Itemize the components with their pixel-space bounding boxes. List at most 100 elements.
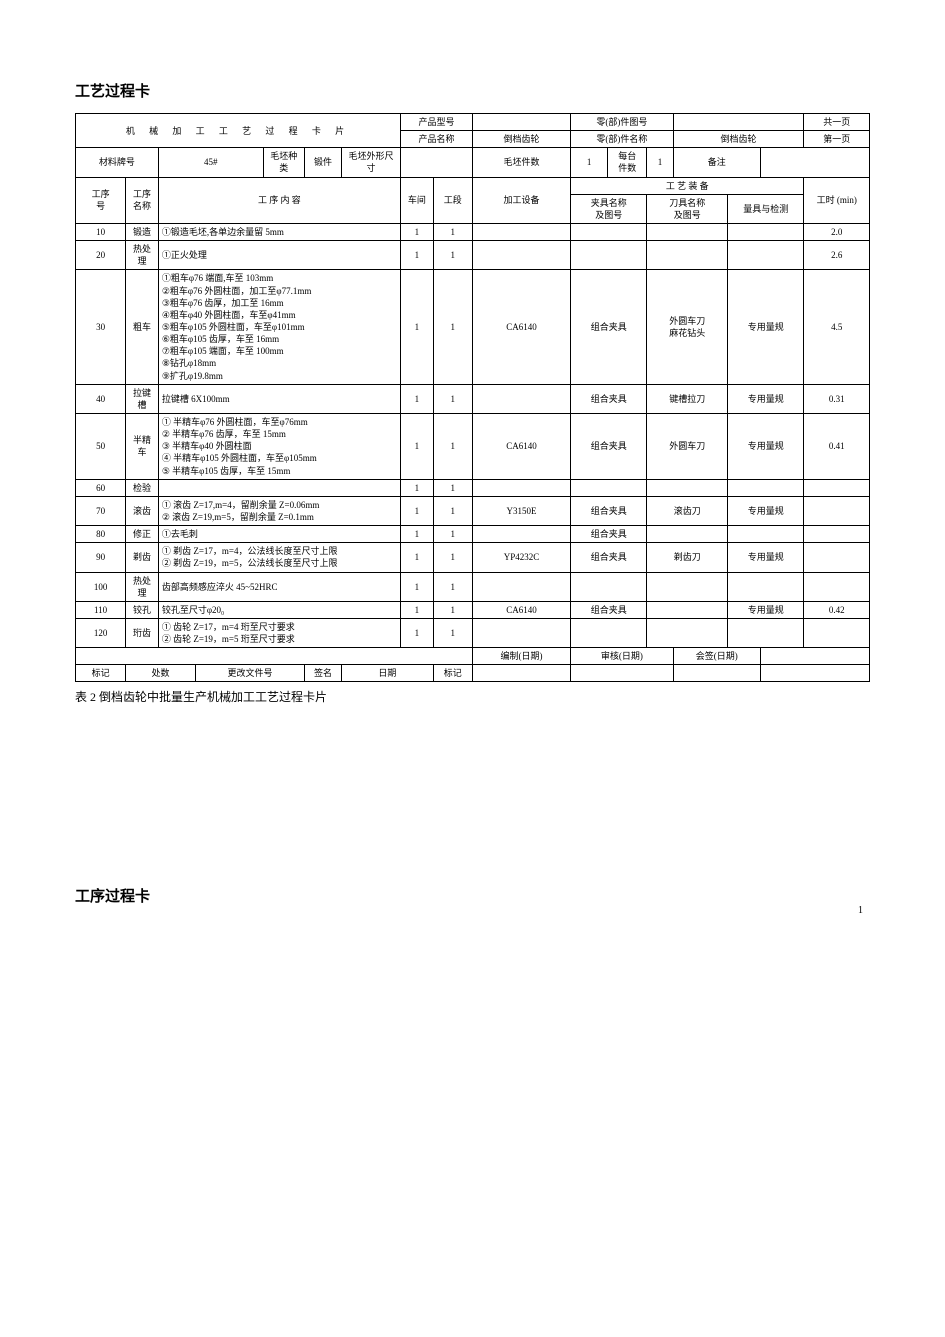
cell: ①锻造毛坯,各单边余量留 5mm [158,223,400,240]
cell: 拉键槽 6X100mm [158,384,400,413]
cell: 1 [400,543,433,572]
page-title: 工艺过程卡 [75,80,870,101]
cell: 1 [433,270,472,384]
cell: 1 [433,384,472,413]
cell: Y3150E [472,496,570,525]
cell [647,572,728,601]
process-row: 10锻造①锻造毛坯,各单边余量留 5mm112.0 [76,223,870,240]
cell: 1 [400,270,433,384]
header-row-1: 机 械 加 工 工 艺 过 程 卡 片 产品型号 零(部)件图号 共一页 [76,114,870,131]
remark-lbl: 备注 [673,148,760,177]
cell: 1 [400,479,433,496]
process-row: 90剃齿① 剃齿 Z=17，m=4，公法线长度至尺寸上限 ② 剃齿 Z=19，m… [76,543,870,572]
cell: 修正 [126,526,159,543]
cell: 1 [400,413,433,479]
signature-lbl: 签名 [304,665,341,682]
cell: 组合夹具 [571,601,647,618]
cell: ①正火处理 [158,241,400,270]
cell: 0.31 [804,384,870,413]
cell [804,618,870,647]
per-unit-val: 1 [647,148,673,177]
cell [647,526,728,543]
cell: 组合夹具 [571,384,647,413]
cell: 珩齿 [126,618,159,647]
cell: CA6140 [472,270,570,384]
cell [647,618,728,647]
cell: 1 [400,572,433,601]
cell: 1 [400,223,433,240]
table-caption: 表 2 倒档齿轮中批量生产机械加工工艺过程卡片 [75,688,870,705]
cell [158,479,400,496]
process-row: 60检验11 [76,479,870,496]
cell [728,526,804,543]
blank-dim-val [400,148,472,177]
process-row: 40拉键槽拉键槽 6X100mm11组合夹具键槽拉刀专用量规0.31 [76,384,870,413]
cell: 1 [433,496,472,525]
header-row-4: 工序 号 工序 名称 工 序 内 容 车间 工段 加工设备 工 艺 装 备 工时… [76,177,870,194]
cell: 1 [433,413,472,479]
cell: 2.6 [804,241,870,270]
blank-dim-lbl: 毛坯外形尺寸 [342,148,401,177]
cell: 1 [433,543,472,572]
cell: 剃齿 [126,543,159,572]
cell [728,618,804,647]
page-number: 1 [858,905,863,916]
cell: ①去毛刺 [158,526,400,543]
fixture-lbl: 夹具名称 及图号 [571,194,647,223]
cell [804,496,870,525]
cell: 1 [400,241,433,270]
cell [472,479,570,496]
equip-lbl: 加工设备 [472,177,570,223]
process-row: 30粗车①粗车φ76 端面,车至 103mm ②粗车φ76 外圆柱面，加工至φ7… [76,270,870,384]
total-page: 共一页 [804,114,870,131]
cell [571,618,647,647]
cell [472,223,570,240]
remark-val [760,148,869,177]
cell: 110 [76,601,126,618]
cell [647,479,728,496]
cell: 1 [433,223,472,240]
change-doc-lbl: 更改文件号 [195,665,304,682]
cell: 20 [76,241,126,270]
cell: ① 齿轮 Z=17，m=4 珩至尺寸要求 ② 齿轮 Z=19，m=5 珩至尺寸要… [158,618,400,647]
cell [804,479,870,496]
cell [472,384,570,413]
process-row: 80修正①去毛刺11组合夹具 [76,526,870,543]
cell [728,241,804,270]
seq-name-lbl: 工序 名称 [126,177,159,223]
cell: 组合夹具 [571,496,647,525]
cell: 10 [76,223,126,240]
footer-mark-row: 标记 处数 更改文件号 签名 日期 标记 [76,665,870,682]
cell: 120 [76,618,126,647]
cell [804,572,870,601]
tooling-lbl: 工 艺 装 备 [571,177,804,194]
per-unit-lbl: 每台 件数 [608,148,647,177]
cell: 专用量规 [728,543,804,572]
cell: 70 [76,496,126,525]
mark-lbl-2: 标记 [433,665,472,682]
prod-name-lbl: 产品名称 [400,131,472,148]
seq-no-lbl: 工序 号 [76,177,126,223]
cell: 铰孔 [126,601,159,618]
cell [571,572,647,601]
part-model-lbl: 零(部)件图号 [571,114,674,131]
cell [647,223,728,240]
cell: 0.42 [804,601,870,618]
part-model-val [673,114,804,131]
cell: 1 [433,572,472,601]
material-val: 45# [158,148,263,177]
cell: 专用量规 [728,496,804,525]
cell: 外圆车刀 [647,413,728,479]
cell: 滚齿 [126,496,159,525]
part-name-val: 倒档齿轮 [673,131,804,148]
cell: 1 [400,526,433,543]
cell: 外圆车刀 麻花钻头 [647,270,728,384]
footer-blank-right [760,648,869,665]
prod-model-val [472,114,570,131]
cell [472,526,570,543]
footer-empty-3 [673,665,760,682]
cell: 100 [76,572,126,601]
blank-kind-lbl: 毛坯种类 [263,148,304,177]
cell: CA6140 [472,601,570,618]
blank-qty-val: 1 [571,148,608,177]
